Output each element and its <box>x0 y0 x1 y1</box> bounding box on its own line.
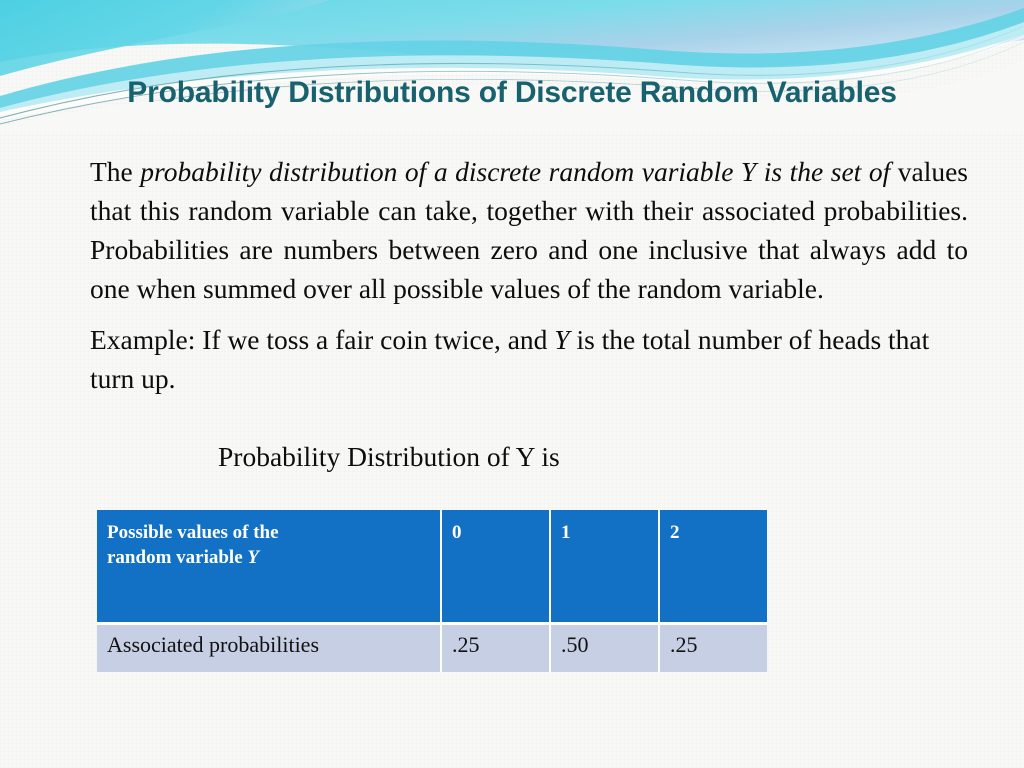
data-row-label: Associated probabilities <box>97 622 442 672</box>
data-value-cell-0: .25 <box>441 622 551 672</box>
example-run-2-italic: Y <box>554 324 570 355</box>
probability-distribution-table: Possible values of the random variable Y… <box>97 510 767 672</box>
header-decoration <box>0 0 1024 132</box>
paragraph-example: Example: If we toss a fair coin twice, a… <box>90 320 968 398</box>
page-title: Probability Distributions of Discrete Ra… <box>127 76 897 109</box>
header-value-cell-2: 2 <box>659 510 767 624</box>
example-run-1: Example: If we toss a fair coin twice, a… <box>90 324 555 355</box>
header-label-line-2-prefix: random variable <box>107 547 248 568</box>
header-label-line-1: Possible values of the <box>107 522 279 543</box>
definition-run-3: values that this random variable can tak… <box>90 156 969 304</box>
body-content: The probability distribution of a discre… <box>90 152 968 398</box>
paragraph-definition: The probability distribution of a discre… <box>90 152 968 308</box>
data-value-cell-1: .50 <box>550 622 660 672</box>
data-value-cell-2: .25 <box>659 622 767 672</box>
table-header-row: Possible values of the random variable Y… <box>97 510 767 624</box>
example-run-3: is the total number of heads that turn u… <box>90 324 930 394</box>
header-label-variable-y: Y <box>247 547 259 568</box>
table-row: Associated probabilities .25 .50 .25 <box>97 622 767 672</box>
header-value-cell-0: 0 <box>441 510 551 624</box>
header-label-cell: Possible values of the random variable Y <box>97 510 442 624</box>
header-value-cell-1: 1 <box>550 510 660 624</box>
definition-run-1: The <box>90 156 141 187</box>
definition-run-2-italic: probability distribution of a discrete r… <box>140 156 891 187</box>
header-swoosh-svg <box>0 0 1024 132</box>
table-caption: Probability Distribution of Y is <box>218 441 560 472</box>
